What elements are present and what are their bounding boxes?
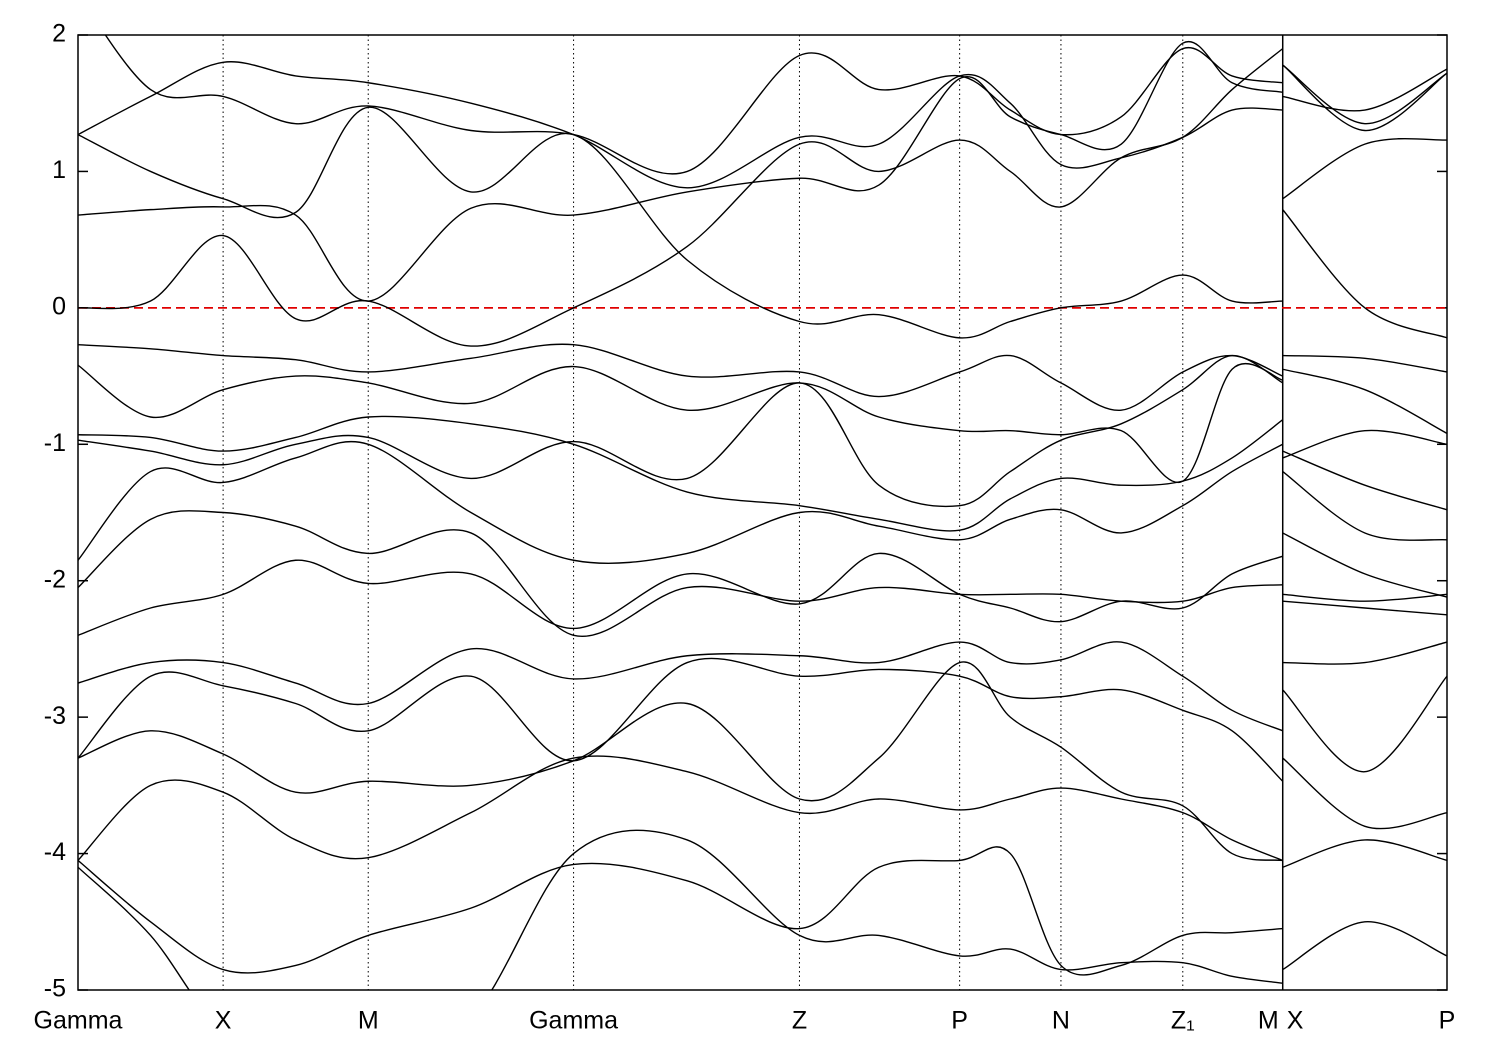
- x-tick-label: Gamma: [529, 1007, 618, 1035]
- y-tick-label: -3: [44, 702, 66, 730]
- band-line: [78, 48, 1447, 347]
- y-tick-label: -1: [44, 429, 66, 457]
- band-line: [78, 440, 1447, 564]
- x-tick-label: P: [1439, 1007, 1456, 1035]
- band-line: [78, 839, 1447, 976]
- band-line: [78, 40, 1447, 302]
- band-line: [78, 532, 1447, 636]
- x-tick-label: M: [358, 1007, 379, 1035]
- plot-frame: [77, 34, 1448, 991]
- y-tick-label: 1: [52, 156, 66, 184]
- band-line: [104, 35, 1447, 175]
- y-tick-label: 2: [52, 20, 66, 48]
- x-tick-label: N: [1052, 1007, 1070, 1035]
- band-line: [78, 829, 1447, 990]
- band-line: [78, 415, 1447, 532]
- x-tick-label: X: [1287, 1007, 1304, 1035]
- y-tick-label: -4: [44, 838, 66, 866]
- band-line: [78, 510, 1447, 638]
- grid-layer: [78, 34, 1447, 991]
- x-tick-label: P: [951, 1007, 968, 1035]
- band-line: [78, 661, 1447, 862]
- band-line: [78, 641, 1447, 782]
- bands-layer: [78, 35, 1447, 990]
- x-tick-label: M: [1258, 1007, 1279, 1035]
- band-line: [78, 106, 1447, 339]
- band-line: [78, 600, 1447, 732]
- band-line: [78, 343, 1447, 411]
- band-line: [78, 354, 1447, 508]
- band-line: [78, 61, 1447, 200]
- band-line: [78, 755, 1447, 862]
- x-tick-label: Z: [792, 1007, 807, 1035]
- x-tick-label: X: [215, 1007, 232, 1035]
- y-tick-label: 0: [52, 292, 66, 320]
- x-tick-label: Z₁: [1171, 1007, 1195, 1035]
- y-tick-label: -5: [44, 975, 66, 1003]
- y-tick-label: -2: [44, 565, 66, 593]
- band-line: [78, 362, 1447, 484]
- x-tick-label: Gamma: [34, 1007, 123, 1035]
